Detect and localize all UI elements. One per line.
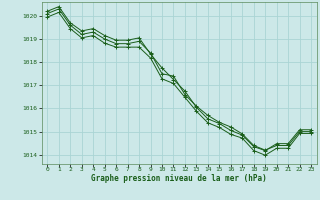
X-axis label: Graphe pression niveau de la mer (hPa): Graphe pression niveau de la mer (hPa) [91, 174, 267, 183]
